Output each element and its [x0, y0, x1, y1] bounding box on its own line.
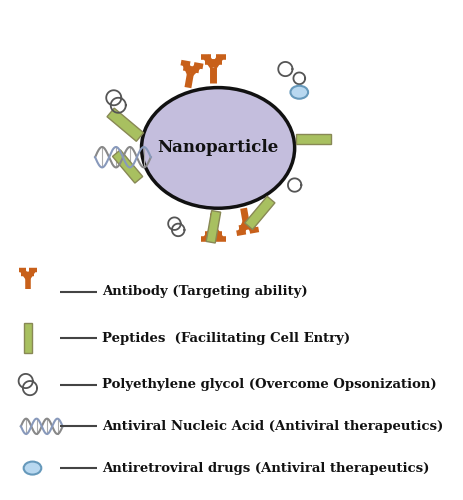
Polygon shape: [206, 210, 220, 243]
Text: Polyethylene glycol (Overcome Opsonization): Polyethylene glycol (Overcome Opsonizati…: [102, 378, 436, 391]
Text: Antibody (Targeting ability): Antibody (Targeting ability): [102, 286, 307, 298]
Polygon shape: [295, 134, 330, 143]
Text: Nanoparticle: Nanoparticle: [157, 140, 278, 156]
Polygon shape: [107, 108, 143, 142]
Polygon shape: [24, 324, 32, 353]
Ellipse shape: [290, 86, 307, 98]
Text: Antiviral Nucleic Acid (Antiviral therapeutics): Antiviral Nucleic Acid (Antiviral therap…: [102, 420, 442, 433]
Text: Peptides  (Facilitating Cell Entry): Peptides (Facilitating Cell Entry): [102, 332, 350, 344]
Polygon shape: [112, 150, 143, 183]
Text: Antiretroviral drugs (Antiviral therapeutics): Antiretroviral drugs (Antiviral therapeu…: [102, 462, 429, 474]
Polygon shape: [244, 196, 275, 230]
Ellipse shape: [24, 462, 41, 474]
Ellipse shape: [141, 88, 294, 208]
